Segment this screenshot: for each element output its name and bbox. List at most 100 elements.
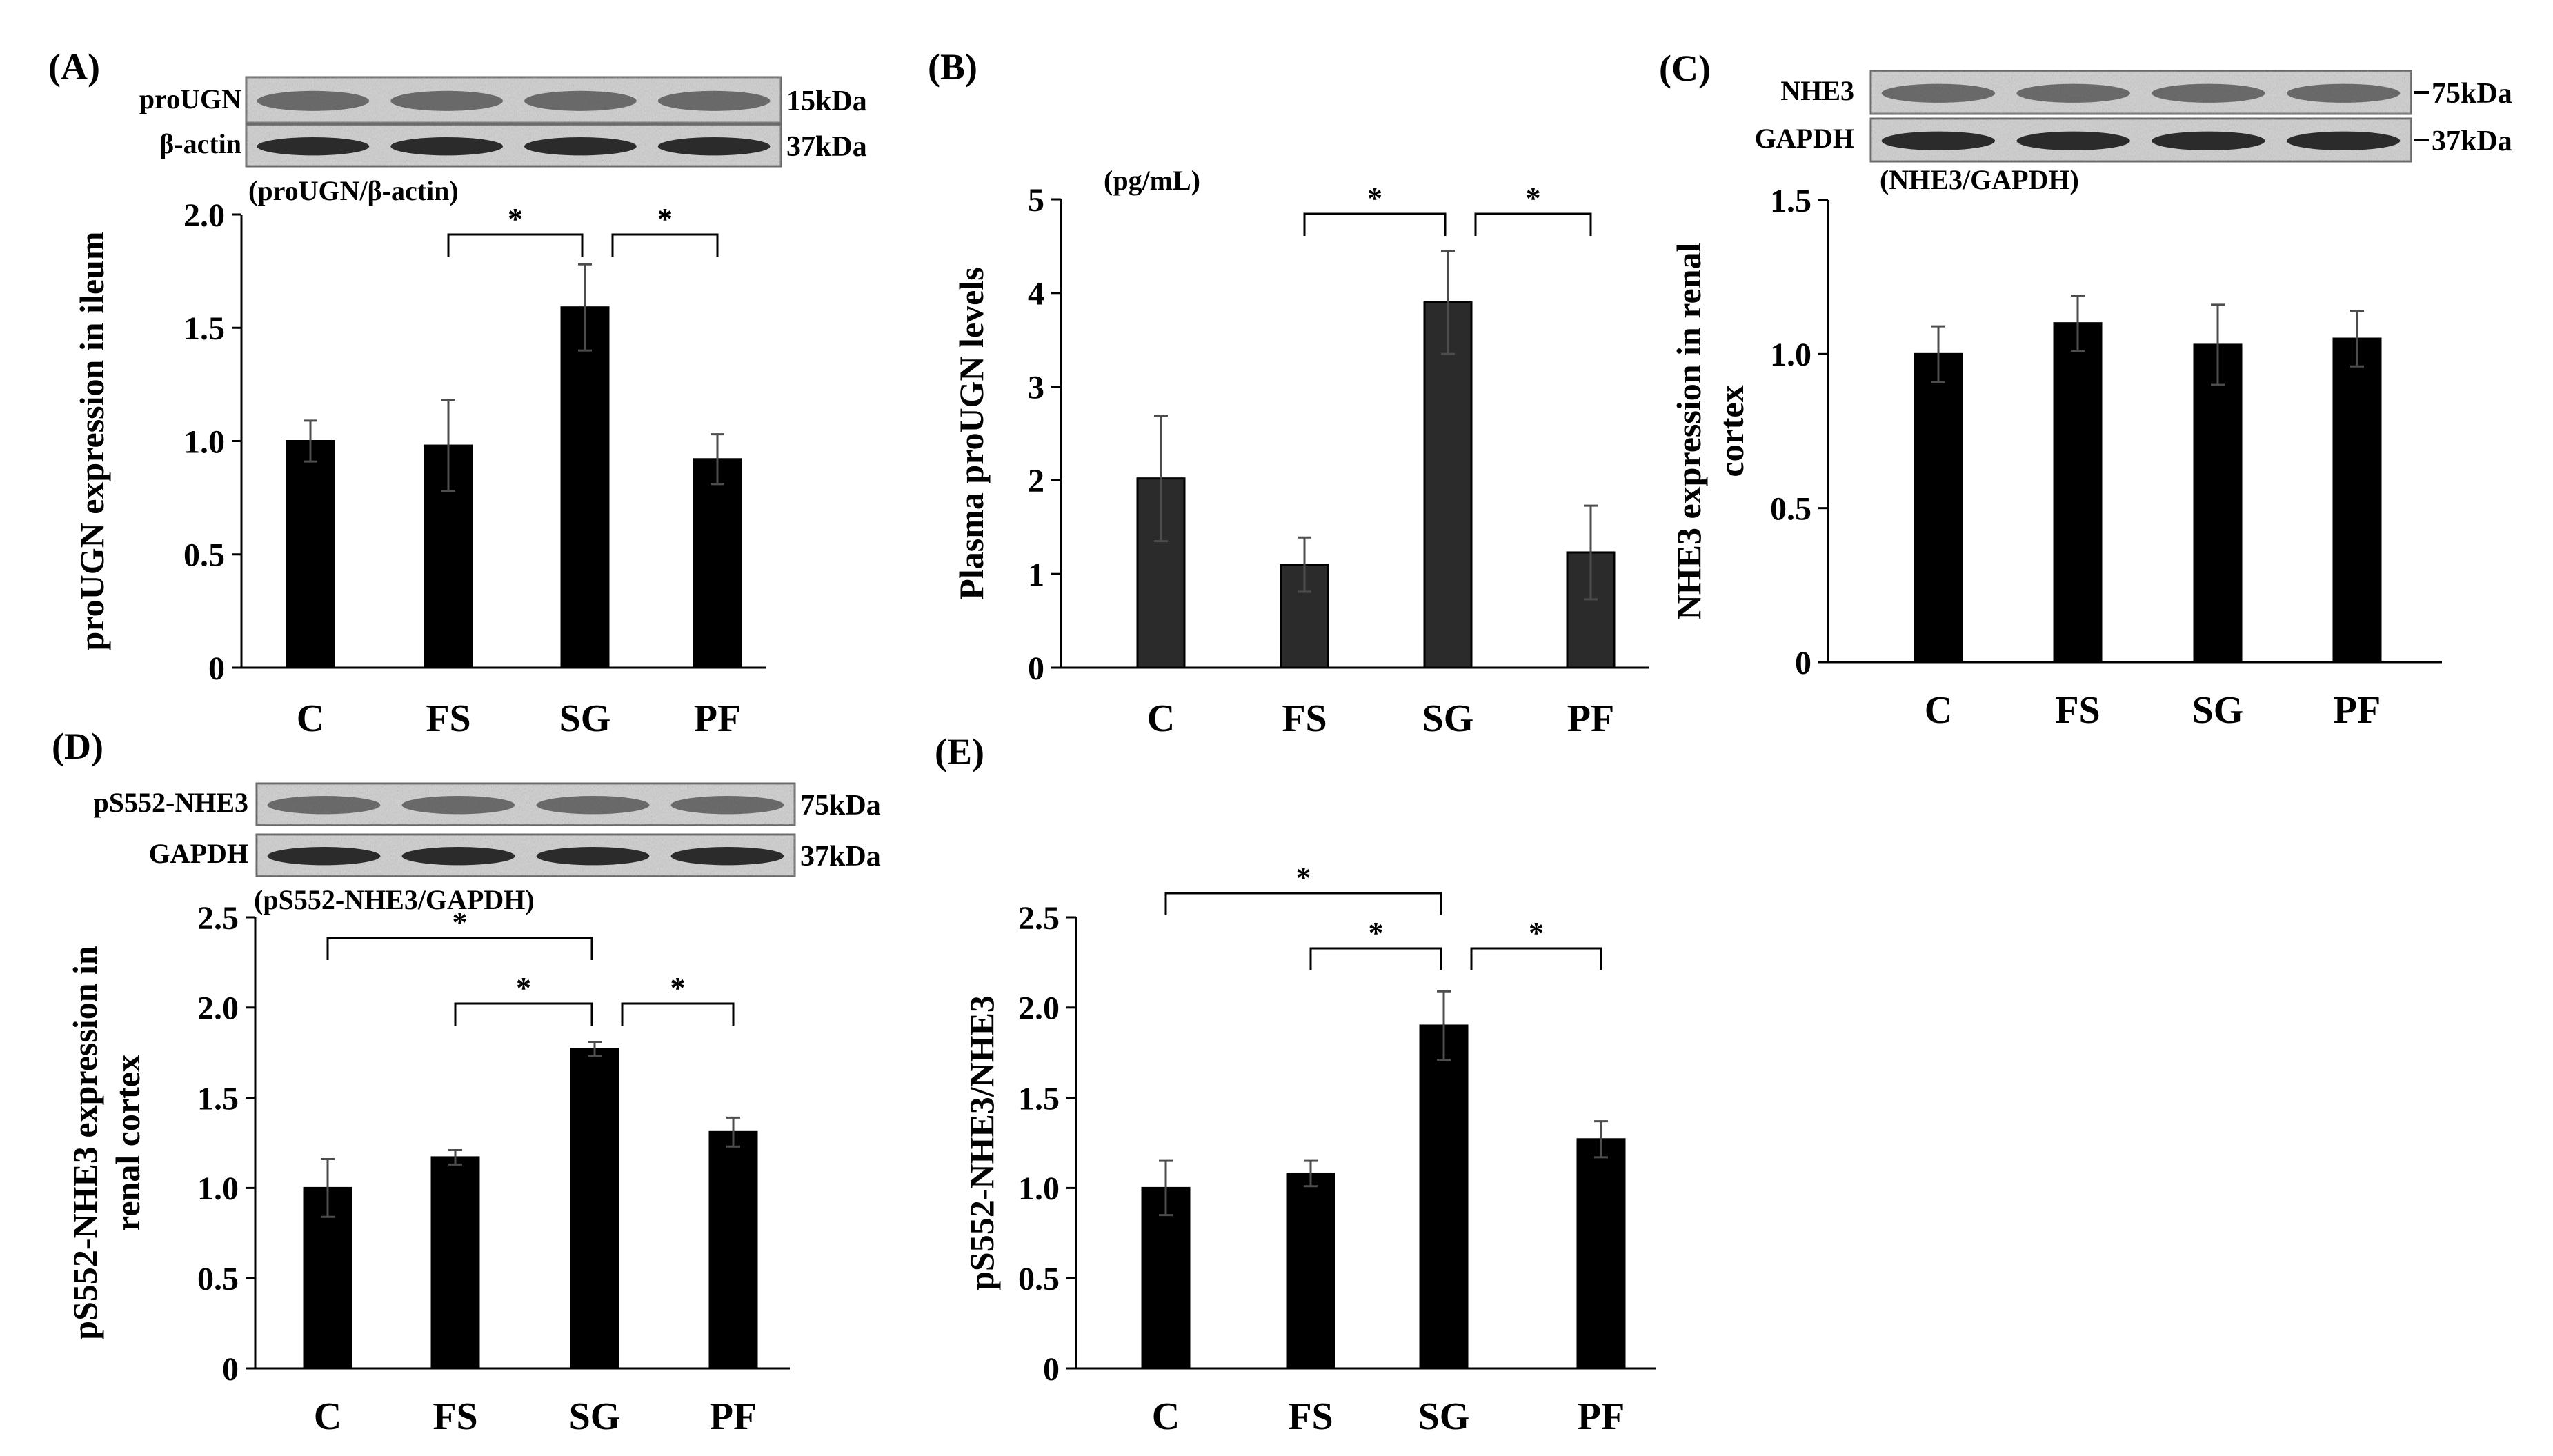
blot-band [657, 90, 771, 111]
blot-label: proUGN [139, 83, 241, 114]
significance-bracket [1309, 947, 1442, 970]
blot-band [670, 847, 784, 866]
y-tick-label: 0 [1043, 1351, 1060, 1388]
x-tick-label: SG [2192, 689, 2244, 732]
panel-label: (B) [928, 46, 977, 88]
blot-band [524, 90, 637, 111]
blot-band [536, 847, 650, 866]
unit-label: (NHE3/GAPDH) [1880, 164, 2079, 195]
chart-panel-d: (D) pS552-NHE3 75kDa GAPDH 37kDa (pS552-NHE3/… [52, 726, 881, 1438]
blot-marker-label: 15kDa [786, 86, 867, 117]
y-tick-label: 0.5 [1018, 1261, 1060, 1297]
y-tick-label: 0 [1795, 645, 1811, 681]
significance-bracket [447, 233, 584, 257]
x-tick-label: SG [1418, 1395, 1470, 1438]
blot-band [401, 847, 515, 866]
bar-sg [1423, 301, 1473, 669]
y-axis-label-line: pS552-NHE3 expression in [66, 946, 104, 1340]
x-tick-label: SG [569, 1395, 621, 1438]
y-tick-label: 1.5 [1018, 1080, 1060, 1117]
x-tick-label: PF [710, 1395, 757, 1438]
blot-marker-label: 75kDa [2432, 78, 2512, 110]
panel-label: (D) [52, 726, 103, 767]
bar-sg [1419, 1024, 1469, 1370]
unit-label: (proUGN/β-actin) [248, 175, 459, 206]
bar-sg [560, 306, 610, 669]
bar-pf [2332, 337, 2382, 664]
blot-band [2286, 131, 2401, 150]
y-tick-label: 1.0 [183, 423, 225, 460]
significance-bracket [326, 937, 593, 960]
blot-label: pS552-NHE3 [94, 787, 249, 818]
x-tick-label: PF [2334, 689, 2381, 732]
blot-band [390, 90, 503, 111]
y-tick-label: 1.0 [1770, 337, 1811, 373]
y-tick-label: 0.5 [183, 537, 225, 574]
significance-star: * [1369, 916, 1384, 950]
bar-c [286, 440, 335, 669]
blot-marker-label: 37kDa [2432, 126, 2512, 157]
chart-panel-c: (C) NHE3 75kDa GAPDH 37kDa (NHE3/GAPDH) 0 0.5 1.… [1659, 48, 2512, 732]
y-tick-label: 1 [1028, 557, 1044, 593]
blot-band [267, 847, 381, 866]
blot-band [267, 796, 381, 815]
significance-star: * [516, 971, 531, 1005]
x-tick-label: FS [426, 697, 470, 740]
blot-band [657, 137, 771, 156]
blot-marker-label: 37kDa [786, 131, 867, 163]
blot-band [1881, 131, 1996, 150]
x-tick-label: C [297, 697, 324, 740]
y-tick-label: 0.5 [197, 1261, 239, 1297]
blot-label: β-actin [159, 128, 241, 159]
significance-star: * [508, 202, 523, 236]
significance-bracket [621, 1002, 735, 1026]
significance-star: * [453, 906, 468, 939]
x-tick-label: SG [559, 697, 611, 740]
y-tick-label: 2.0 [1018, 990, 1060, 1027]
bar-pf [708, 1130, 758, 1370]
x-tick-label: SG [1422, 697, 1474, 740]
significance-star: * [1296, 861, 1311, 895]
blot-band [257, 90, 370, 111]
y-tick-label: 2.0 [183, 197, 225, 234]
blot-band [2016, 131, 2130, 150]
y-tick-label: 2.5 [197, 900, 239, 937]
x-tick-label: PF [1567, 697, 1614, 740]
blot-label: GAPDH [149, 838, 248, 869]
blot-band [390, 137, 503, 156]
x-tick-label: FS [1282, 697, 1327, 740]
y-axis-label-line: cortex [1712, 385, 1751, 477]
bar-fs [1286, 1172, 1335, 1370]
blot-band [2286, 83, 2401, 103]
x-tick-label: FS [2055, 689, 2100, 732]
y-tick-label: 3 [1028, 369, 1044, 406]
chart-panel-e: (E) 0 0.5 1.0 1.5 2.0 2.5 pS552-NHE3/NHE3 C FS SG P… [935, 731, 1656, 1438]
y-tick-label: 0.5 [1770, 490, 1811, 527]
blot-marker-label: 37kDa [800, 841, 881, 872]
y-tick-label: 5 [1028, 182, 1044, 219]
blot-band [524, 137, 637, 156]
panel-label: (A) [48, 46, 100, 88]
blot-band [670, 796, 784, 815]
y-tick-label: 1.5 [197, 1080, 239, 1117]
y-tick-label: 1.0 [197, 1170, 239, 1207]
y-tick-label: 2.0 [197, 990, 239, 1027]
x-tick-label: PF [694, 697, 741, 740]
blot-label: GAPDH [1755, 123, 1854, 154]
blot-band [1881, 83, 1996, 103]
y-axis-label: Plasma proUGN levels [952, 267, 991, 599]
significance-bracket [1470, 947, 1602, 970]
bar-c [303, 1186, 352, 1370]
significance-star: * [1529, 916, 1544, 950]
chart-panel-a: (A) proUGN 15kDa β-actin 37kDa (proUGN/β-acti… [48, 46, 867, 740]
blot-band [257, 137, 370, 156]
significance-star: * [1526, 181, 1541, 215]
panel-label: (C) [1659, 48, 1711, 89]
unit-label: (pg/mL) [1104, 165, 1200, 196]
bar-sg [570, 1048, 619, 1370]
bar-fs [2053, 322, 2103, 664]
y-tick-label: 1.5 [1770, 183, 1811, 219]
y-tick-label: 2.5 [1018, 900, 1060, 937]
x-tick-label: C [1147, 697, 1175, 740]
